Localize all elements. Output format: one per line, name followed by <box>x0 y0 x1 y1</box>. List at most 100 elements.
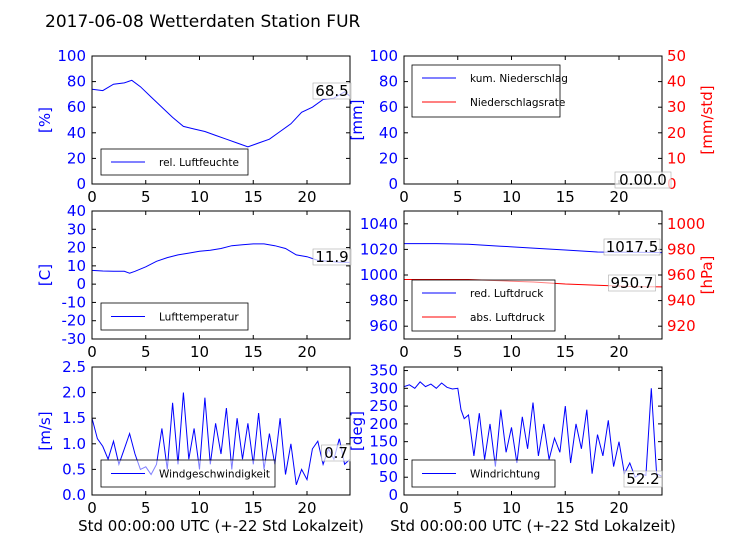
last-value-label: 0.00.0 <box>619 171 667 189</box>
y-tick-label: 2.0 <box>62 384 86 402</box>
y-right-tick-label: 920 <box>667 317 696 335</box>
y-tick-label: 200 <box>369 415 398 433</box>
x-tick-label: 20 <box>609 343 628 361</box>
x-tick-label: 0 <box>399 188 409 206</box>
y-right-tick-label: 10 <box>667 149 686 167</box>
y-tick-label: 100 <box>369 450 398 468</box>
y-tick-label: 250 <box>369 397 398 415</box>
y-tick-label: 100 <box>369 47 398 65</box>
figure-title: 2017-06-08 Wetterdaten Station FUR <box>45 12 361 32</box>
y-tick-label: 20 <box>379 149 398 167</box>
y-tick-label: 40 <box>67 124 86 142</box>
series-line-wind-speed-0 <box>92 392 350 485</box>
y-tick-label: 1.0 <box>62 435 86 453</box>
x-tick-label: 10 <box>190 343 209 361</box>
x-tick-label: 5 <box>453 188 463 206</box>
y-axis-label: [C] <box>36 264 54 286</box>
y-right-axis-label: [hPa] <box>698 256 716 295</box>
last-value-label: 0.7 <box>324 444 348 462</box>
y-tick-label: -30 <box>62 330 87 348</box>
last-value-label: 68.5 <box>315 82 348 100</box>
y-tick-label: 10 <box>67 257 86 275</box>
plot-frame <box>91 210 351 340</box>
x-tick-label: 10 <box>502 499 521 517</box>
y-right-tick-label: 20 <box>667 124 686 142</box>
y-tick-label: 40 <box>379 124 398 142</box>
y-tick-label: 60 <box>67 98 86 116</box>
last-value-label: 11.9 <box>315 248 348 266</box>
last-value-label: 950.7 <box>611 274 654 292</box>
x-tick-label: 15 <box>556 499 575 517</box>
x-tick-label: 10 <box>502 188 521 206</box>
y-tick-label: 60 <box>379 98 398 116</box>
x-tick-label: 0 <box>399 343 409 361</box>
legend: rel. Luftfeuchte <box>100 148 249 176</box>
y-tick-label: 0.0 <box>62 486 86 504</box>
legend-label: Windrichtung <box>470 469 540 481</box>
y-tick-label: 0 <box>388 486 398 504</box>
y-right-tick-label: 1000 <box>667 215 705 233</box>
y-tick-label: 0 <box>76 175 86 193</box>
x-tick-label: 5 <box>141 343 151 361</box>
y-tick-label: 960 <box>369 317 398 335</box>
last-value-box <box>312 248 352 266</box>
last-value-box <box>321 444 351 462</box>
y-tick-label: 20 <box>67 239 86 257</box>
x-tick-label: 10 <box>502 343 521 361</box>
x-tick-label: 0 <box>87 499 97 517</box>
y-tick-label: 100 <box>57 47 86 65</box>
y-right-axis-label: [mm/std] <box>698 85 716 154</box>
plot-frame <box>403 366 663 496</box>
x-tick-label: 15 <box>244 499 263 517</box>
x-tick-label: 20 <box>609 188 628 206</box>
last-value-box <box>312 82 352 100</box>
legend-label: rel. Luftfeuchte <box>159 157 239 169</box>
y-tick-label: 1020 <box>360 240 398 258</box>
last-value-label: 1017.5 <box>606 238 659 256</box>
panel-humidity: 0 5 10 15 20 0 20 40 60 80 100 [%] rel. Luftfeuchte 6… <box>36 47 352 206</box>
y-axis-label: [%] <box>36 107 54 133</box>
legend-frame <box>411 64 561 118</box>
x-tick-label: 15 <box>556 343 575 361</box>
y-tick-label: -10 <box>62 293 87 311</box>
y-tick-label: 2.5 <box>62 358 86 376</box>
y-right-tick-label: 40 <box>667 73 686 91</box>
plot-frame <box>91 55 351 185</box>
legend-label: abs. Luftdruck <box>470 312 546 324</box>
x-tick-label: 20 <box>297 499 316 517</box>
legend-label: Niederschlagsrate <box>470 97 565 109</box>
y-tick-label: 50 <box>379 468 398 486</box>
y-tick-label: 20 <box>67 149 86 167</box>
x-tick-label: 20 <box>297 188 316 206</box>
x-tick-label: 0 <box>87 343 97 361</box>
legend-label: Lufttemperatur <box>159 312 239 324</box>
x-tick-label: 10 <box>190 499 209 517</box>
series-line-wind-direction-0 <box>404 381 662 478</box>
y-tick-label: 1000 <box>360 266 398 284</box>
x-tick-label: 10 <box>190 188 209 206</box>
legend-frame <box>411 279 556 332</box>
plot-frame <box>91 366 351 496</box>
legend-label: red. Luftdruck <box>470 288 544 300</box>
y-tick-label: 0 <box>76 275 86 293</box>
x-tick-label: 0 <box>87 188 97 206</box>
y-tick-label: 80 <box>379 73 398 91</box>
y-right-tick-label: 30 <box>667 98 686 116</box>
y-tick-label: -20 <box>62 312 87 330</box>
y-right-tick-label: 940 <box>667 292 696 310</box>
y-tick-label: 0.5 <box>62 460 86 478</box>
plot-frame <box>403 55 663 185</box>
legend-label: Windgeschwindigkeit <box>159 469 270 481</box>
y-tick-label: 40 <box>67 202 86 220</box>
legend: Windrichtung <box>411 459 556 488</box>
last-value-box <box>623 470 663 488</box>
y-tick-label: 0 <box>388 175 398 193</box>
y-tick-label: 300 <box>369 379 398 397</box>
y-right-tick-label: 960 <box>667 266 696 284</box>
panel-wind-speed: 0 5 10 15 20 0.0 0.5 1.0 1.5 2.0 2.5 [m/s] Std 00:00… <box>36 358 364 535</box>
y-tick-label: 80 <box>67 73 86 91</box>
panel-pressure: 0 5 10 15 20 960 980 1000 1020 1040 920 940 960 980 10… <box>360 210 716 361</box>
last-value-label: 52.2 <box>626 470 659 488</box>
